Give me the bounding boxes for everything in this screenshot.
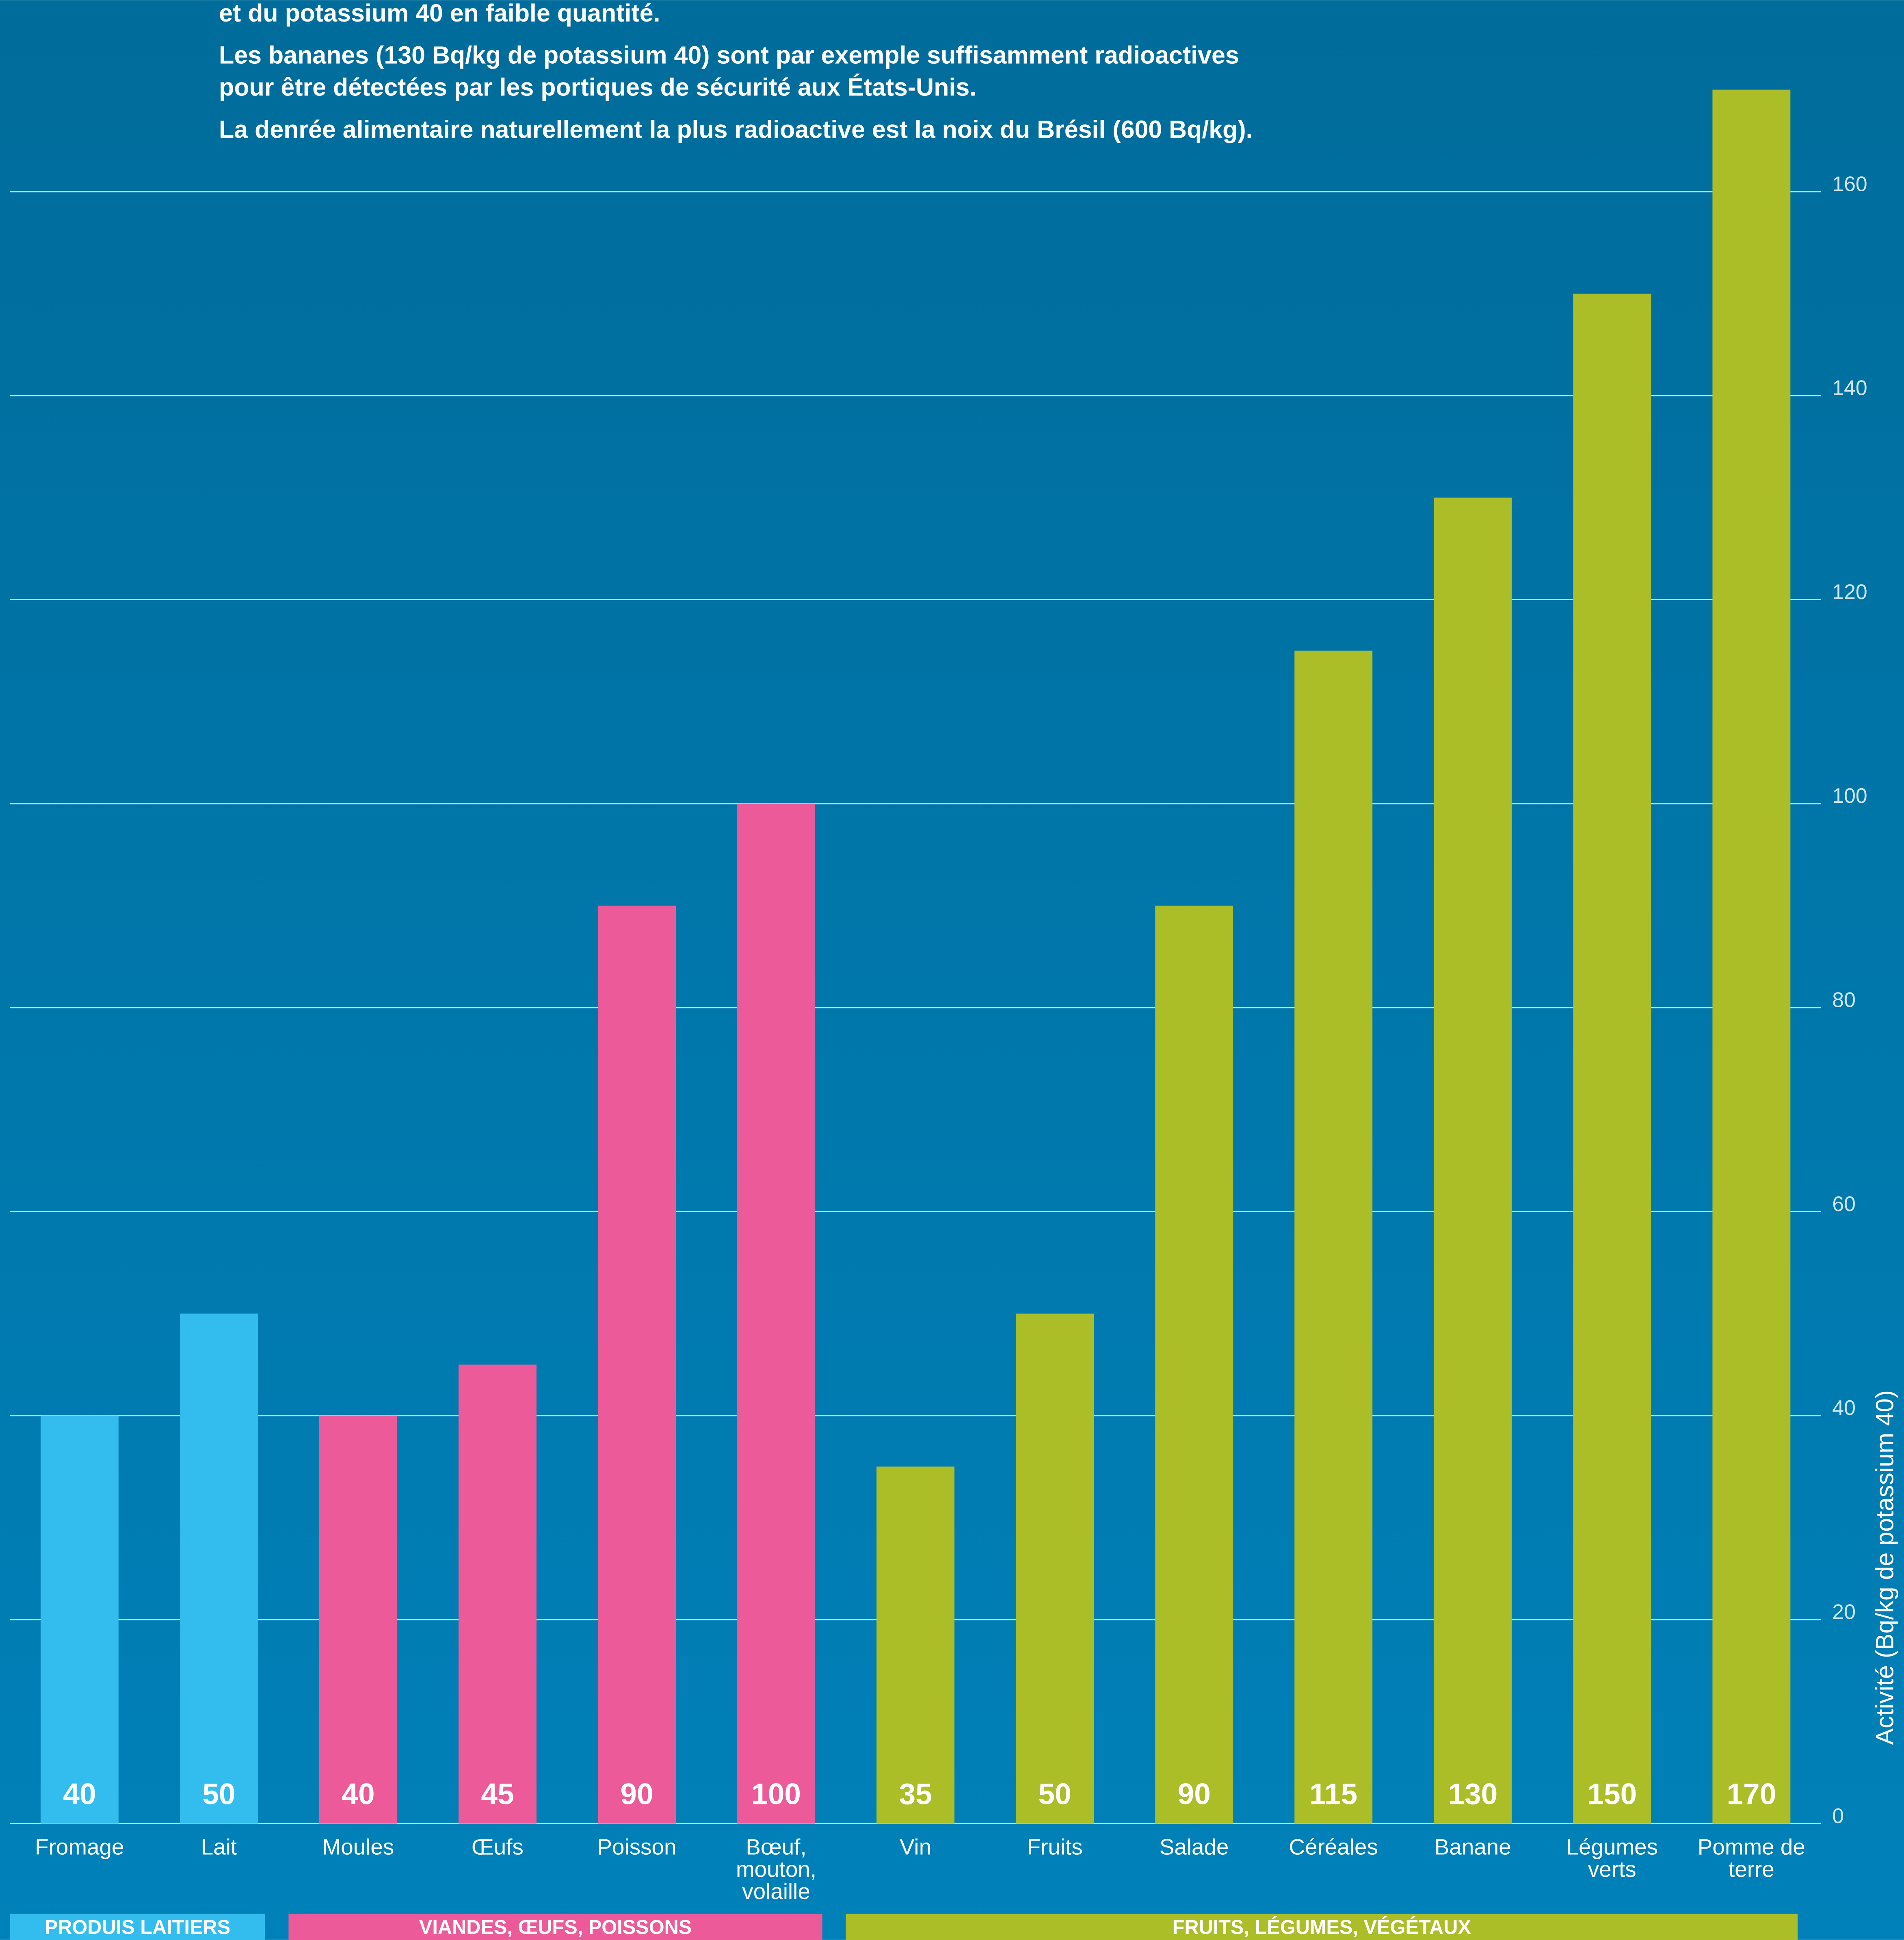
bar: [1016, 1314, 1094, 1824]
x-label-box: Banane: [1405, 1836, 1541, 1910]
x-label-box: Légumes verts: [1544, 1836, 1680, 1910]
bar: [876, 1466, 954, 1823]
y-axis-title: Activité (Bq/kg de potassium 40): [1871, 1390, 1898, 1745]
x-tick-label: Banane: [1405, 1836, 1541, 1858]
value-label: 170: [1727, 1778, 1776, 1811]
x-label-box: Vin: [848, 1836, 984, 1910]
x-label-box: Bœuf, mouton, volaille: [708, 1836, 844, 1910]
bar: [1712, 90, 1790, 1824]
value-label: 130: [1448, 1778, 1497, 1811]
bar: [737, 804, 815, 1824]
x-tick-label: Fromage: [11, 1836, 147, 1858]
x-tick-label: Fruits: [987, 1836, 1123, 1858]
bar: [459, 1365, 537, 1823]
y-tick-label: 60: [1832, 1192, 1856, 1215]
y-tick-label: 140: [1832, 376, 1867, 400]
x-tick-label: Lait: [151, 1836, 287, 1858]
x-label-box: Poisson: [569, 1836, 705, 1910]
x-tick-label: Céréales: [1266, 1836, 1402, 1858]
value-label: 50: [1039, 1778, 1071, 1811]
y-tick-label: 120: [1832, 580, 1867, 603]
note-text: et du potassium 40 en faible quantité.: [219, 0, 660, 27]
x-tick-label: Œufs: [429, 1836, 565, 1858]
x-label-box: Salade: [1126, 1836, 1262, 1910]
bar: [1155, 906, 1233, 1823]
page: et du potassium 40 en faible quantité. Le…: [0, 0, 1904, 1940]
x-tick-label: Salade: [1126, 1836, 1262, 1858]
note-text: pour être détectées par les portiques de…: [219, 74, 976, 101]
value-label: 45: [481, 1778, 514, 1811]
bar: [1434, 497, 1512, 1823]
y-tick-label: 40: [1832, 1396, 1856, 1419]
y-tick-label: 80: [1832, 988, 1856, 1012]
y-tick-label: 160: [1832, 172, 1867, 195]
x-label-box: Fruits: [987, 1836, 1123, 1910]
x-label-box: Fromage: [11, 1836, 147, 1910]
x-label-box: Œufs: [429, 1836, 565, 1910]
value-label: 40: [63, 1778, 96, 1811]
value-label: 90: [1178, 1778, 1211, 1811]
bar: [180, 1314, 258, 1824]
x-label-box: Lait: [151, 1836, 287, 1910]
y-tick-label: 100: [1832, 784, 1867, 807]
value-label: 90: [620, 1778, 653, 1811]
x-tick-label: Pomme de terre: [1683, 1836, 1820, 1881]
value-label: 115: [1309, 1778, 1357, 1811]
x-tick-label: Vin: [848, 1836, 984, 1858]
chart: et du potassium 40 en faible quantité. Le…: [0, 0, 1904, 1940]
bar: [319, 1416, 397, 1824]
group-label: PRODUIS LAITIERS: [45, 1916, 230, 1938]
bar: [1294, 651, 1372, 1823]
x-label-box: Pomme de terre: [1683, 1836, 1820, 1910]
value-label: 50: [202, 1778, 235, 1811]
x-label-box: Moules: [290, 1836, 426, 1910]
x-tick-label: Moules: [290, 1836, 426, 1858]
group-label: VIANDES, ŒUFS, POISSONS: [419, 1916, 692, 1938]
bar: [41, 1416, 119, 1824]
x-tick-label: Légumes verts: [1544, 1836, 1680, 1881]
note-text: Les bananes (130 Bq/kg de potassium 40) …: [219, 41, 1239, 69]
bar: [1573, 294, 1651, 1823]
x-tick-label: Poisson: [569, 1836, 705, 1858]
y-tick-label: 20: [1832, 1600, 1856, 1623]
value-label: 150: [1587, 1778, 1637, 1811]
note-text: La denrée alimentaire naturellement la p…: [219, 115, 1253, 143]
value-label: 35: [899, 1778, 932, 1811]
value-label: 40: [342, 1778, 374, 1811]
group-label: FRUITS, LÉGUMES, VÉGÉTAUX: [1173, 1916, 1471, 1938]
value-label: 100: [751, 1778, 801, 1811]
x-label-box: Céréales: [1266, 1836, 1402, 1910]
bar: [598, 906, 676, 1823]
y-tick-label: 0: [1832, 1804, 1844, 1828]
x-tick-label: Bœuf, mouton, volaille: [708, 1836, 844, 1903]
